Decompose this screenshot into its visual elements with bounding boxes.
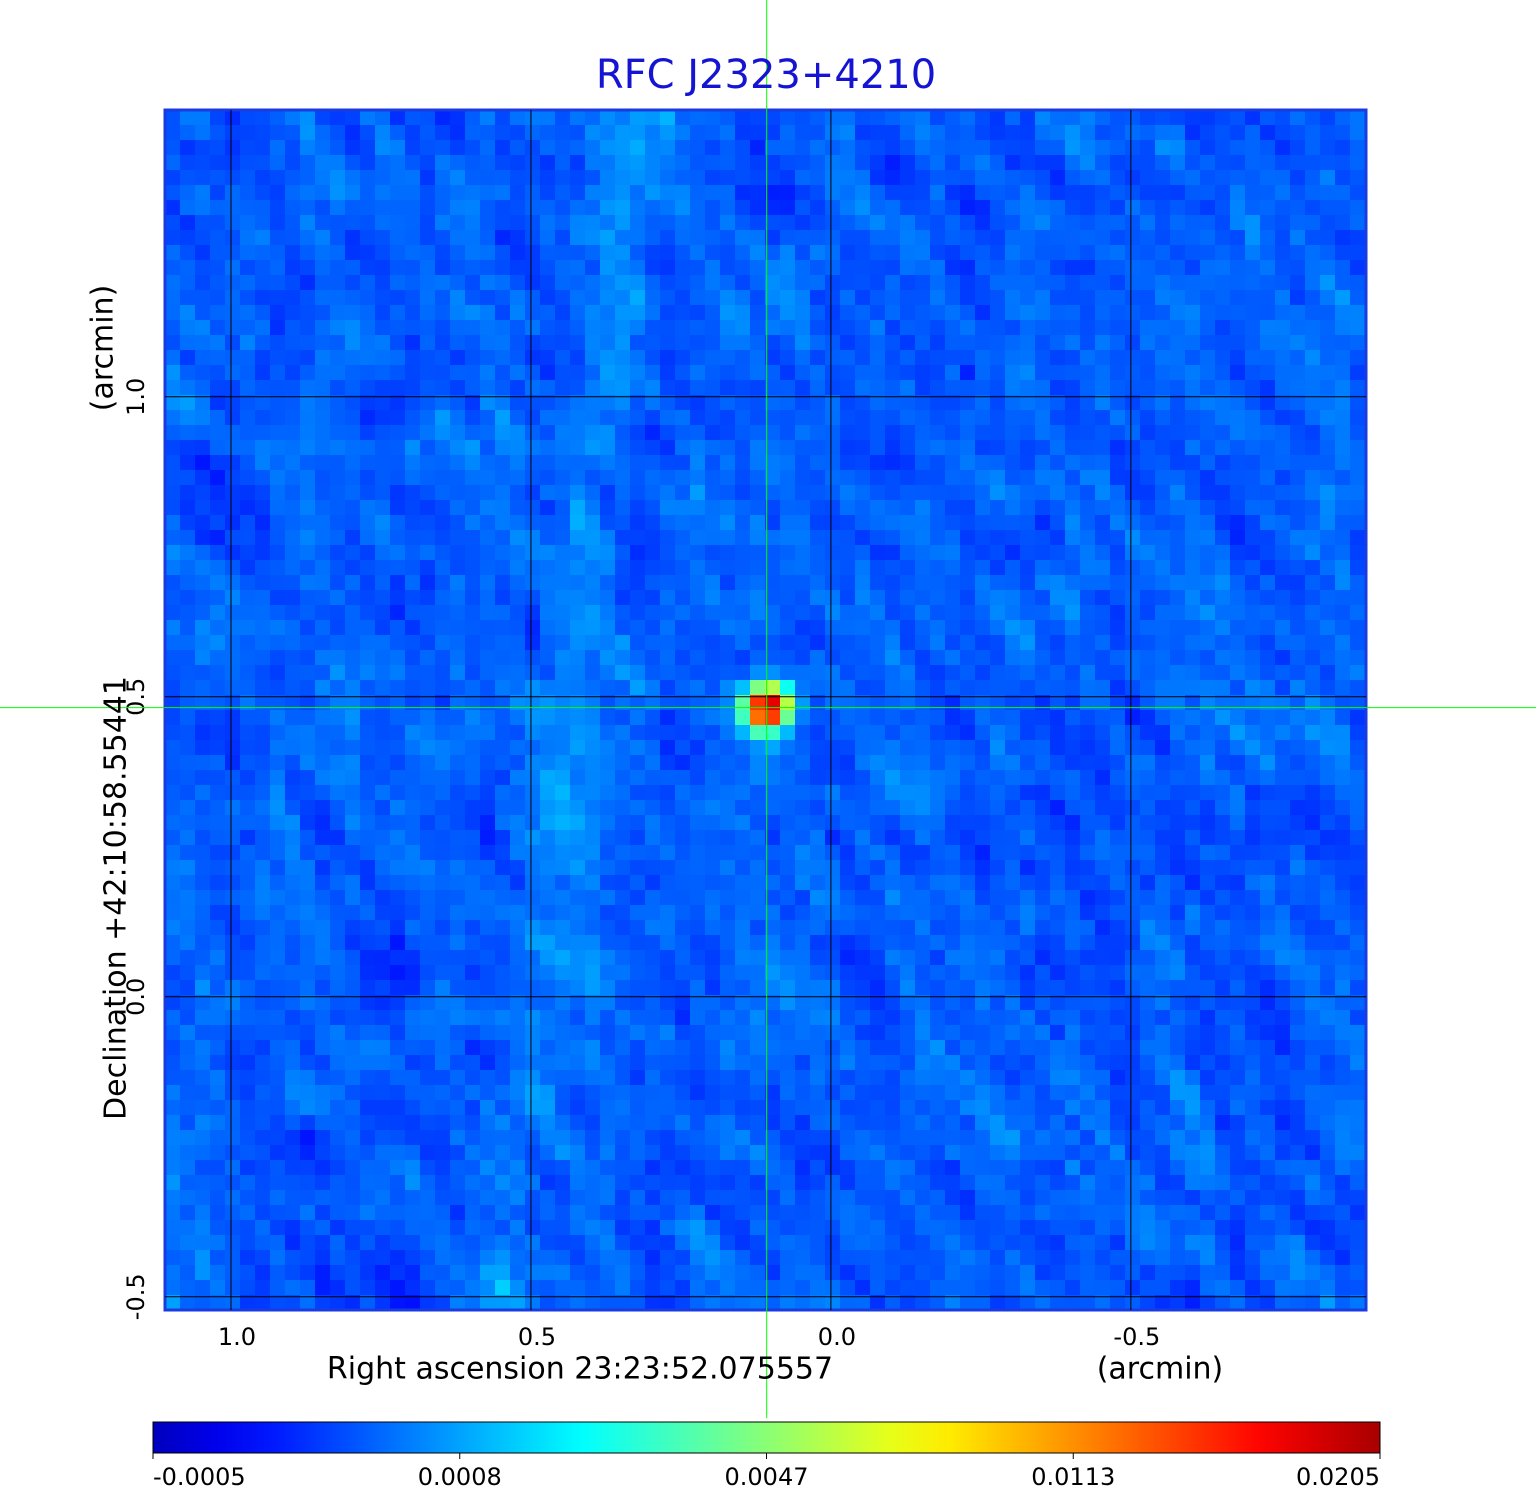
image [165,110,1366,1310]
chart-title: RFC J2323+4210 [596,52,936,98]
y-tick-label: 1.0 [122,378,150,416]
plot-frame [163,108,1368,1312]
y-tick-label: -0.5 [122,1273,150,1320]
colorbar-tick-label: 0.0008 [418,1463,502,1491]
y-axis-unit: (arcmin) [86,285,121,412]
colorbar-tick-label: 0.0047 [725,1463,809,1491]
x-tick-label: 0.5 [518,1323,556,1351]
x-tick-label: -0.5 [1113,1323,1160,1351]
x-axis-label: Right ascension 23:23:52.075557 [327,1352,833,1387]
image-layer [163,108,1368,1312]
colorbar [152,1421,1381,1454]
y-axis-label: Declination +42:10:58.55441 [99,676,134,1120]
x-axis-unit: (arcmin) [1097,1352,1224,1387]
y-tick-label: 0.0 [122,978,150,1016]
colorbar-tick-label: -0.0005 [153,1463,246,1491]
colorbar-tick-label: 0.0205 [1296,1463,1380,1491]
y-tick-label: 0.5 [122,678,150,716]
x-tick-label: 0.0 [818,1323,856,1351]
x-tick-label: 1.0 [218,1323,256,1351]
colorbar-tick-label: 0.0113 [1031,1463,1115,1491]
